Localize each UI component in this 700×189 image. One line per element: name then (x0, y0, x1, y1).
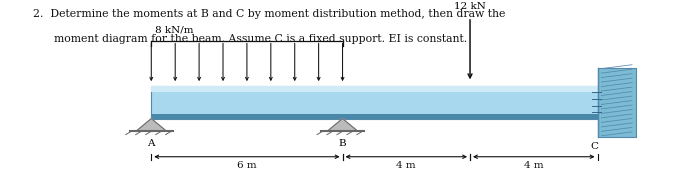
Text: B: B (339, 139, 346, 149)
Text: 6 m: 6 m (237, 161, 257, 170)
Text: 12 kN: 12 kN (454, 2, 486, 12)
Text: A: A (148, 139, 155, 149)
Text: C: C (590, 142, 598, 151)
Text: 4 m: 4 m (524, 161, 544, 170)
Text: 2.  Determine the moments at B and C by moment distribution method, then draw th: 2. Determine the moments at B and C by m… (33, 9, 505, 19)
Bar (151, 86, 598, 92)
Bar (598, 68, 636, 137)
Text: 8 kN/m: 8 kN/m (155, 25, 193, 34)
Polygon shape (327, 119, 358, 131)
Text: moment diagram for the beam. Assume C is a fixed support. EI is constant.: moment diagram for the beam. Assume C is… (33, 34, 467, 44)
Bar (151, 86, 598, 119)
Bar (151, 114, 598, 119)
Polygon shape (136, 119, 167, 131)
Text: 4 m: 4 m (396, 161, 416, 170)
